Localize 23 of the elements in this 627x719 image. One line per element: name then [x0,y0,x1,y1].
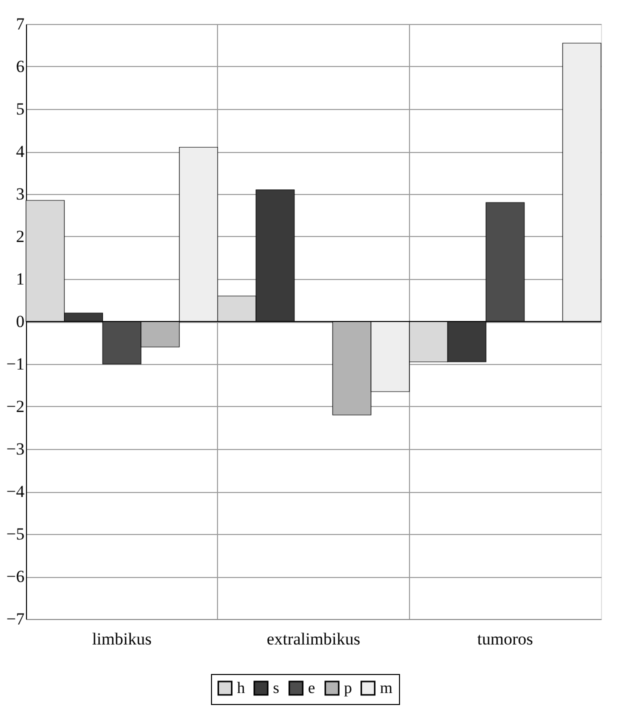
legend-label: h [237,680,245,698]
y-tick-label: 1 [16,270,24,288]
x-tick-label: limbikus [92,630,152,648]
y-tick-label: −5 [6,524,24,544]
y-tick-label: 0 [16,312,24,331]
legend-label: s [273,680,280,698]
legend-label: m [380,680,393,698]
y-tick-label: −1 [6,354,24,374]
y-tick-label: 6 [16,57,24,76]
y-tick-label: 4 [16,142,25,161]
x-tick-label: extralimbikus [266,630,360,648]
x-tick-label: tumoros [477,630,534,648]
y-tick-label: 5 [16,100,24,118]
y-tick-label: 3 [16,184,24,204]
legend-label: e [308,680,316,698]
y-tick-label: −7 [6,610,25,628]
y-tick-label: −3 [6,440,24,458]
legend-label: p [344,680,352,698]
y-tick-label: 7 [16,14,25,34]
y-tick-label: −6 [6,567,24,586]
y-tick-label: −2 [6,397,24,416]
y-tick-label: −4 [6,482,25,501]
y-tick-label: 2 [16,227,24,246]
